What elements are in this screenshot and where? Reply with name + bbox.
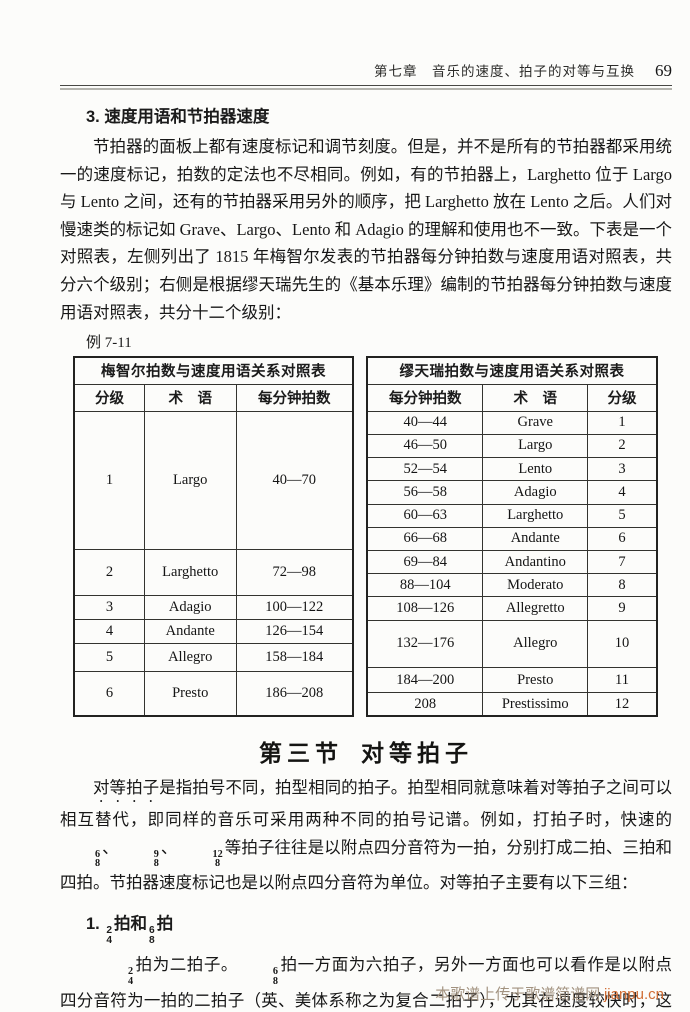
table-row: 4 Andante 126—154 [73, 618, 354, 644]
table-row: 132—176 Allegro 10 [366, 619, 658, 669]
miaotianrui-table: 缪天瑞拍数与速度用语关系对照表 每分钟拍数 术 语 分级 40—44 Grave 1… [366, 356, 658, 718]
column-header: 分级 [587, 383, 658, 412]
table-row: 108—126 Allegretto 9 [366, 596, 658, 621]
text-run: 等拍子往往是以附点四分音符为一拍，分别打成二拍、三拍和四拍。节拍器速度标记也是以… [60, 837, 673, 893]
page-number: 69 [655, 61, 672, 80]
table-row: 6 Presto 186—208 [73, 670, 354, 717]
table-row: 184—200 Presto 11 [366, 667, 658, 694]
column-header: 每分钟拍数 [366, 383, 484, 412]
column-header: 术 语 [482, 383, 589, 412]
table-row: 88—104 Moderato 8 [366, 573, 658, 598]
column-header: 分级 [73, 383, 145, 412]
paragraph-equal-meters: 对等拍子是指拍号不同，拍型相同的拍子。拍型相同就意味着对等拍子之间可以相互替代，… [60, 774, 672, 897]
watermark-site-link: jianpu.cn [603, 986, 664, 1003]
subsection-heading-1: 1. 2 4 拍和 6 8 拍 [86, 914, 174, 946]
table-row: 1 Largo 40—70 [73, 410, 354, 550]
table-row: 2 Larghetto 72—98 [73, 548, 354, 596]
table-row: 60—63 Larghetto 5 [366, 503, 658, 528]
header-rule [60, 85, 672, 90]
running-header: 第七章 音乐的速度、拍子的对等与互换 69 [60, 0, 672, 81]
subsection-heading: 3. 速度用语和节拍器速度 [86, 108, 270, 126]
table-row: 40—44 Grave 1 [366, 410, 658, 435]
section-title: 第三节 对等拍子 [259, 741, 473, 767]
table-row: 52—54 Lento 3 [366, 457, 658, 482]
text-run: 、 [160, 837, 178, 857]
paragraph-2-4-vs-6-8: 2 4 拍为二拍子。 6 8 拍一方面为六拍子，另外一方面也可以看作是以附点四分音符为一拍… [60, 951, 672, 1012]
text-run: 、 [102, 837, 119, 857]
example-label: 例 7-11 [86, 335, 132, 352]
table-row: 46—50 Largo 2 [366, 433, 658, 459]
comparison-tables: 梅智尔拍数与速度用语关系对照表 分级 术 语 每分钟拍数 1 Largo 40—70… [73, 356, 672, 718]
table-row: 208 Prestissimo 12 [366, 692, 658, 717]
time-signature-12-8: 12 8 [212, 848, 223, 870]
text-run: 是指拍号不同，拍型相同的拍子。拍型相同就意味着对等拍子之间可以相互替代，即同样的… [60, 778, 673, 830]
emphasized-term: 对等拍子 [93, 778, 160, 798]
chapter-title: 第七章 音乐的速度、拍子的对等与互换 [374, 64, 635, 79]
table-row: 56—58 Adagio 4 [366, 480, 658, 505]
watermark: 本歌谱上传于歌谱简谱网 jianpu.cn [435, 983, 664, 1004]
maelzel-table-title: 梅智尔拍数与速度用语关系对照表 [73, 356, 354, 385]
table-row: 3 Adagio 100—122 [73, 594, 354, 620]
paragraph-metronome: 节拍器的面板上都有速度标记和调节刻度。但是，并不是所有的节拍器都采用统一的速度标… [60, 137, 672, 322]
table-row: 69—84 Andantino 7 [366, 549, 658, 575]
table-row: 5 Allegro 158—184 [73, 642, 354, 672]
maelzel-table: 梅智尔拍数与速度用语关系对照表 分级 术 语 每分钟拍数 1 Largo 40—70… [73, 356, 354, 718]
text-run: 拍为二拍子。 [135, 955, 238, 975]
watermark-text: 本歌谱上传于歌谱简谱网 [435, 987, 604, 1003]
column-header: 术 语 [143, 383, 237, 412]
table-row: 66—68 Andante 6 [366, 526, 658, 551]
text-run: 拍一方面为六拍子，另外一方面也可以看作是以附点四分音符为一拍的二拍子（英、美体系… [60, 955, 673, 1010]
miaotianrui-table-title: 缪天瑞拍数与速度用语关系对照表 [366, 356, 658, 385]
column-header: 每分钟拍数 [235, 383, 354, 412]
